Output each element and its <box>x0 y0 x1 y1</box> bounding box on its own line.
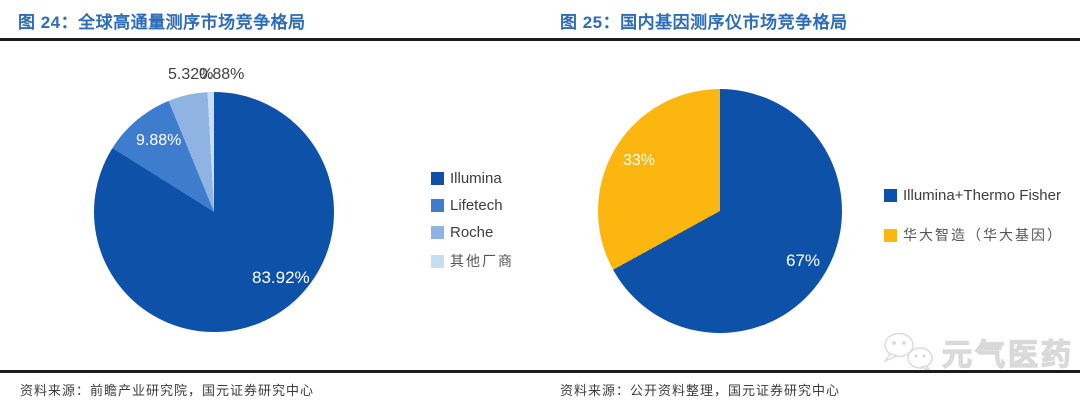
slice-label-illumina-thermofisher: 67% <box>786 251 821 270</box>
legend-swatch-lifetech-icon <box>431 199 444 212</box>
legend-item-illumina-thermofisher: Illumina+Thermo Fisher <box>884 187 1063 204</box>
legend-label-bgi: 华大智造（华大基因） <box>903 229 1063 244</box>
legend-item-illumina: Illumina <box>431 170 514 187</box>
slice-label-illumina: 83.92% <box>252 268 310 287</box>
legend-swatch-illumina-icon <box>431 172 444 185</box>
watermark-text: 元气医药 <box>941 338 1074 372</box>
legend-domestic-chart: Illumina+Thermo Fisher 华大智造（华大基因） <box>884 187 1063 245</box>
slice-label-bgi: 33% <box>623 152 656 169</box>
legend-swatch-bgi-icon <box>884 228 897 242</box>
legend-global-chart: Illumina Lifetech Roche 其他厂商 <box>431 170 514 271</box>
legend-item-bgi: 华大智造（华大基因） <box>884 225 1063 245</box>
wechat-icon <box>883 332 933 373</box>
figure-title-domestic: 图 25：国内基因测序仪市场竞争格局 <box>560 13 848 32</box>
legend-label-illumina-thermofisher: Illumina+Thermo Fisher <box>903 187 1061 204</box>
legend-swatch-illumina-thermofisher-icon <box>884 189 897 202</box>
slice-label-others: 0.88% <box>199 66 245 83</box>
legend-label-illumina: Illumina <box>450 170 502 187</box>
header-divider-line <box>0 38 1080 41</box>
figure-title-global: 图 24：全球高通量测序市场竞争格局 <box>18 13 306 32</box>
pie-chart-domestic-sequencer-market <box>598 89 842 333</box>
legend-label-lifetech: Lifetech <box>450 197 503 214</box>
legend-label-others: 其他厂商 <box>450 255 514 270</box>
slice-label-lifetech: 9.88% <box>136 132 182 149</box>
slice-label-roche: 5.32% <box>168 66 214 83</box>
legend-swatch-roche-icon <box>431 226 444 239</box>
source-note-global: 资料来源：前瞻产业研究院，国元证券研究中心 <box>20 383 315 398</box>
legend-swatch-others-icon <box>431 254 444 268</box>
source-note-domestic: 资料来源：公开资料整理，国元证券研究中心 <box>560 383 841 398</box>
legend-item-lifetech: Lifetech <box>431 197 514 214</box>
legend-item-others: 其他厂商 <box>431 251 514 271</box>
footer-divider-line <box>0 370 1080 373</box>
legend-label-roche: Roche <box>450 224 494 241</box>
watermark: 元气医药 <box>880 330 1074 374</box>
legend-item-roche: Roche <box>431 224 514 241</box>
pie-chart-global-sequencing-market <box>94 92 334 332</box>
